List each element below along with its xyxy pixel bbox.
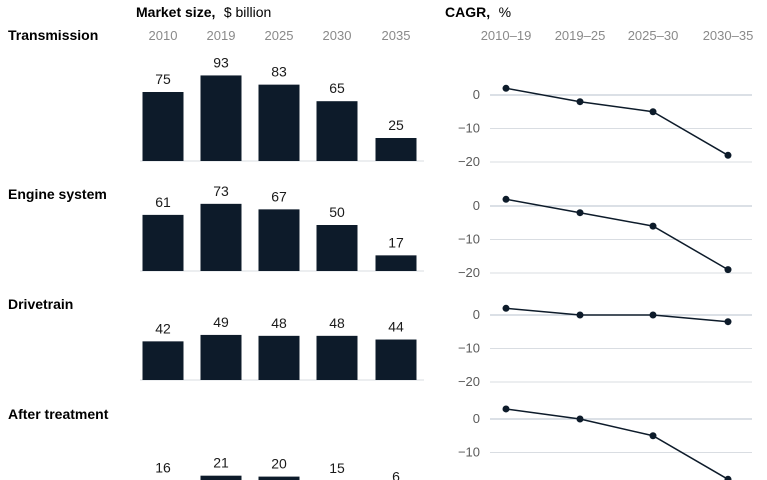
bar: [142, 92, 184, 161]
category-title: Transmission: [8, 27, 98, 43]
panel-row: Engine system 61 73 67 50 17 0 −10 −20: [8, 183, 752, 280]
bar-value-label: 48: [271, 315, 287, 331]
line-tick-label: 2010–19: [481, 28, 532, 43]
cagr-point: [724, 318, 732, 326]
bar: [142, 341, 184, 380]
y-tick-label: −20: [458, 374, 480, 389]
line-tick-label: 2019–25: [555, 28, 606, 43]
panel-row: Transmission 2010 2019 2025 2030 2035 2010–19 2…: [8, 27, 753, 169]
bar-value-label: 65: [329, 80, 345, 96]
cagr-point: [502, 84, 510, 92]
cagr-point: [724, 266, 732, 274]
bar: [316, 101, 358, 161]
panel-row: After treatment 16 21 20 15 6 0 −10: [8, 405, 752, 480]
y-tick-label: 0: [473, 307, 480, 322]
bar-value-label: 25: [388, 117, 404, 133]
cagr-point: [502, 195, 510, 203]
bar: [258, 84, 300, 161]
cagr-point: [502, 405, 510, 413]
cagr-point: [724, 475, 732, 480]
cagr-point: [576, 98, 584, 106]
bar: [375, 339, 417, 380]
panel-row: Drivetrain 42 49 48 48 44 0 −10 −20: [8, 296, 752, 389]
left-header-title: Market size,: [136, 4, 215, 20]
bar-tick-label: 2019: [207, 28, 236, 43]
bar-value-label: 49: [213, 314, 229, 330]
bar-value-label: 15: [329, 460, 345, 476]
bar: [200, 475, 242, 480]
svg-text:Market size, $ billion: Market size, $ billion: [136, 4, 271, 21]
bar-value-label: 73: [213, 183, 229, 199]
y-tick-label: −10: [458, 341, 480, 356]
bar: [258, 209, 300, 271]
bar: [316, 335, 358, 380]
bar-value-label: 16: [155, 459, 171, 475]
cagr-series-line: [505, 198, 729, 271]
bar: [375, 138, 417, 161]
bar-value-label: 93: [213, 54, 229, 70]
y-tick-label: −20: [458, 154, 480, 169]
bar-tick-label: 2035: [382, 28, 411, 43]
category-title: After treatment: [8, 406, 109, 422]
y-tick-label: −10: [458, 445, 480, 460]
cagr-point: [724, 151, 732, 159]
bar-value-label: 21: [213, 455, 229, 471]
bar-value-label: 17: [388, 234, 404, 250]
panels: Transmission 2010 2019 2025 2030 2035 2010–19 2…: [8, 27, 753, 480]
svg-text:CAGR, %: CAGR, %: [445, 4, 511, 21]
cagr-series-line: [505, 87, 729, 156]
bar-tick-label: 2025: [265, 28, 294, 43]
bar-value-label: 20: [271, 456, 287, 472]
right-header-title: CAGR,: [445, 4, 490, 20]
category-title: Drivetrain: [8, 296, 73, 312]
y-tick-label: −10: [458, 121, 480, 136]
header: Market size, $ billion CAGR, %: [136, 4, 511, 21]
y-tick-label: −10: [458, 232, 480, 247]
bar: [200, 203, 242, 271]
bar-value-label: 50: [329, 204, 345, 220]
bar-tick-label: 2030: [323, 28, 352, 43]
cagr-point: [649, 222, 657, 230]
bar-value-label: 42: [155, 320, 171, 336]
y-tick-label: 0: [473, 411, 480, 426]
cagr-point: [576, 415, 584, 423]
bar-value-label: 48: [329, 315, 345, 331]
right-header-unit: %: [499, 4, 511, 20]
y-tick-label: 0: [473, 198, 480, 213]
line-tick-label: 2025–30: [628, 28, 679, 43]
y-tick-label: 0: [473, 87, 480, 102]
bar-value-label: 83: [271, 64, 287, 80]
bar: [316, 225, 358, 271]
y-tick-label: −20: [458, 265, 480, 280]
bar-tick-label: 2010: [149, 28, 178, 43]
bar-value-label: 61: [155, 194, 171, 210]
cagr-point: [576, 311, 584, 319]
cagr-series-line: [505, 307, 729, 323]
bar-value-label: 67: [271, 188, 287, 204]
bar: [200, 334, 242, 380]
cagr-point: [649, 108, 657, 116]
cagr-point: [502, 304, 510, 312]
cagr-series-line: [505, 408, 729, 480]
bar: [200, 75, 242, 161]
cagr-point: [649, 311, 657, 319]
cagr-point: [576, 209, 584, 217]
bar-value-label: 75: [155, 71, 171, 87]
bar: [375, 255, 417, 271]
line-tick-label: 2030–35: [703, 28, 754, 43]
bar: [258, 476, 300, 480]
bar-value-label: 6: [392, 468, 400, 480]
category-title: Engine system: [8, 186, 107, 202]
bar: [142, 214, 184, 271]
cagr-point: [649, 432, 657, 440]
bar: [258, 335, 300, 380]
bar-value-label: 44: [388, 319, 404, 335]
left-header-unit: $ billion: [224, 4, 271, 20]
